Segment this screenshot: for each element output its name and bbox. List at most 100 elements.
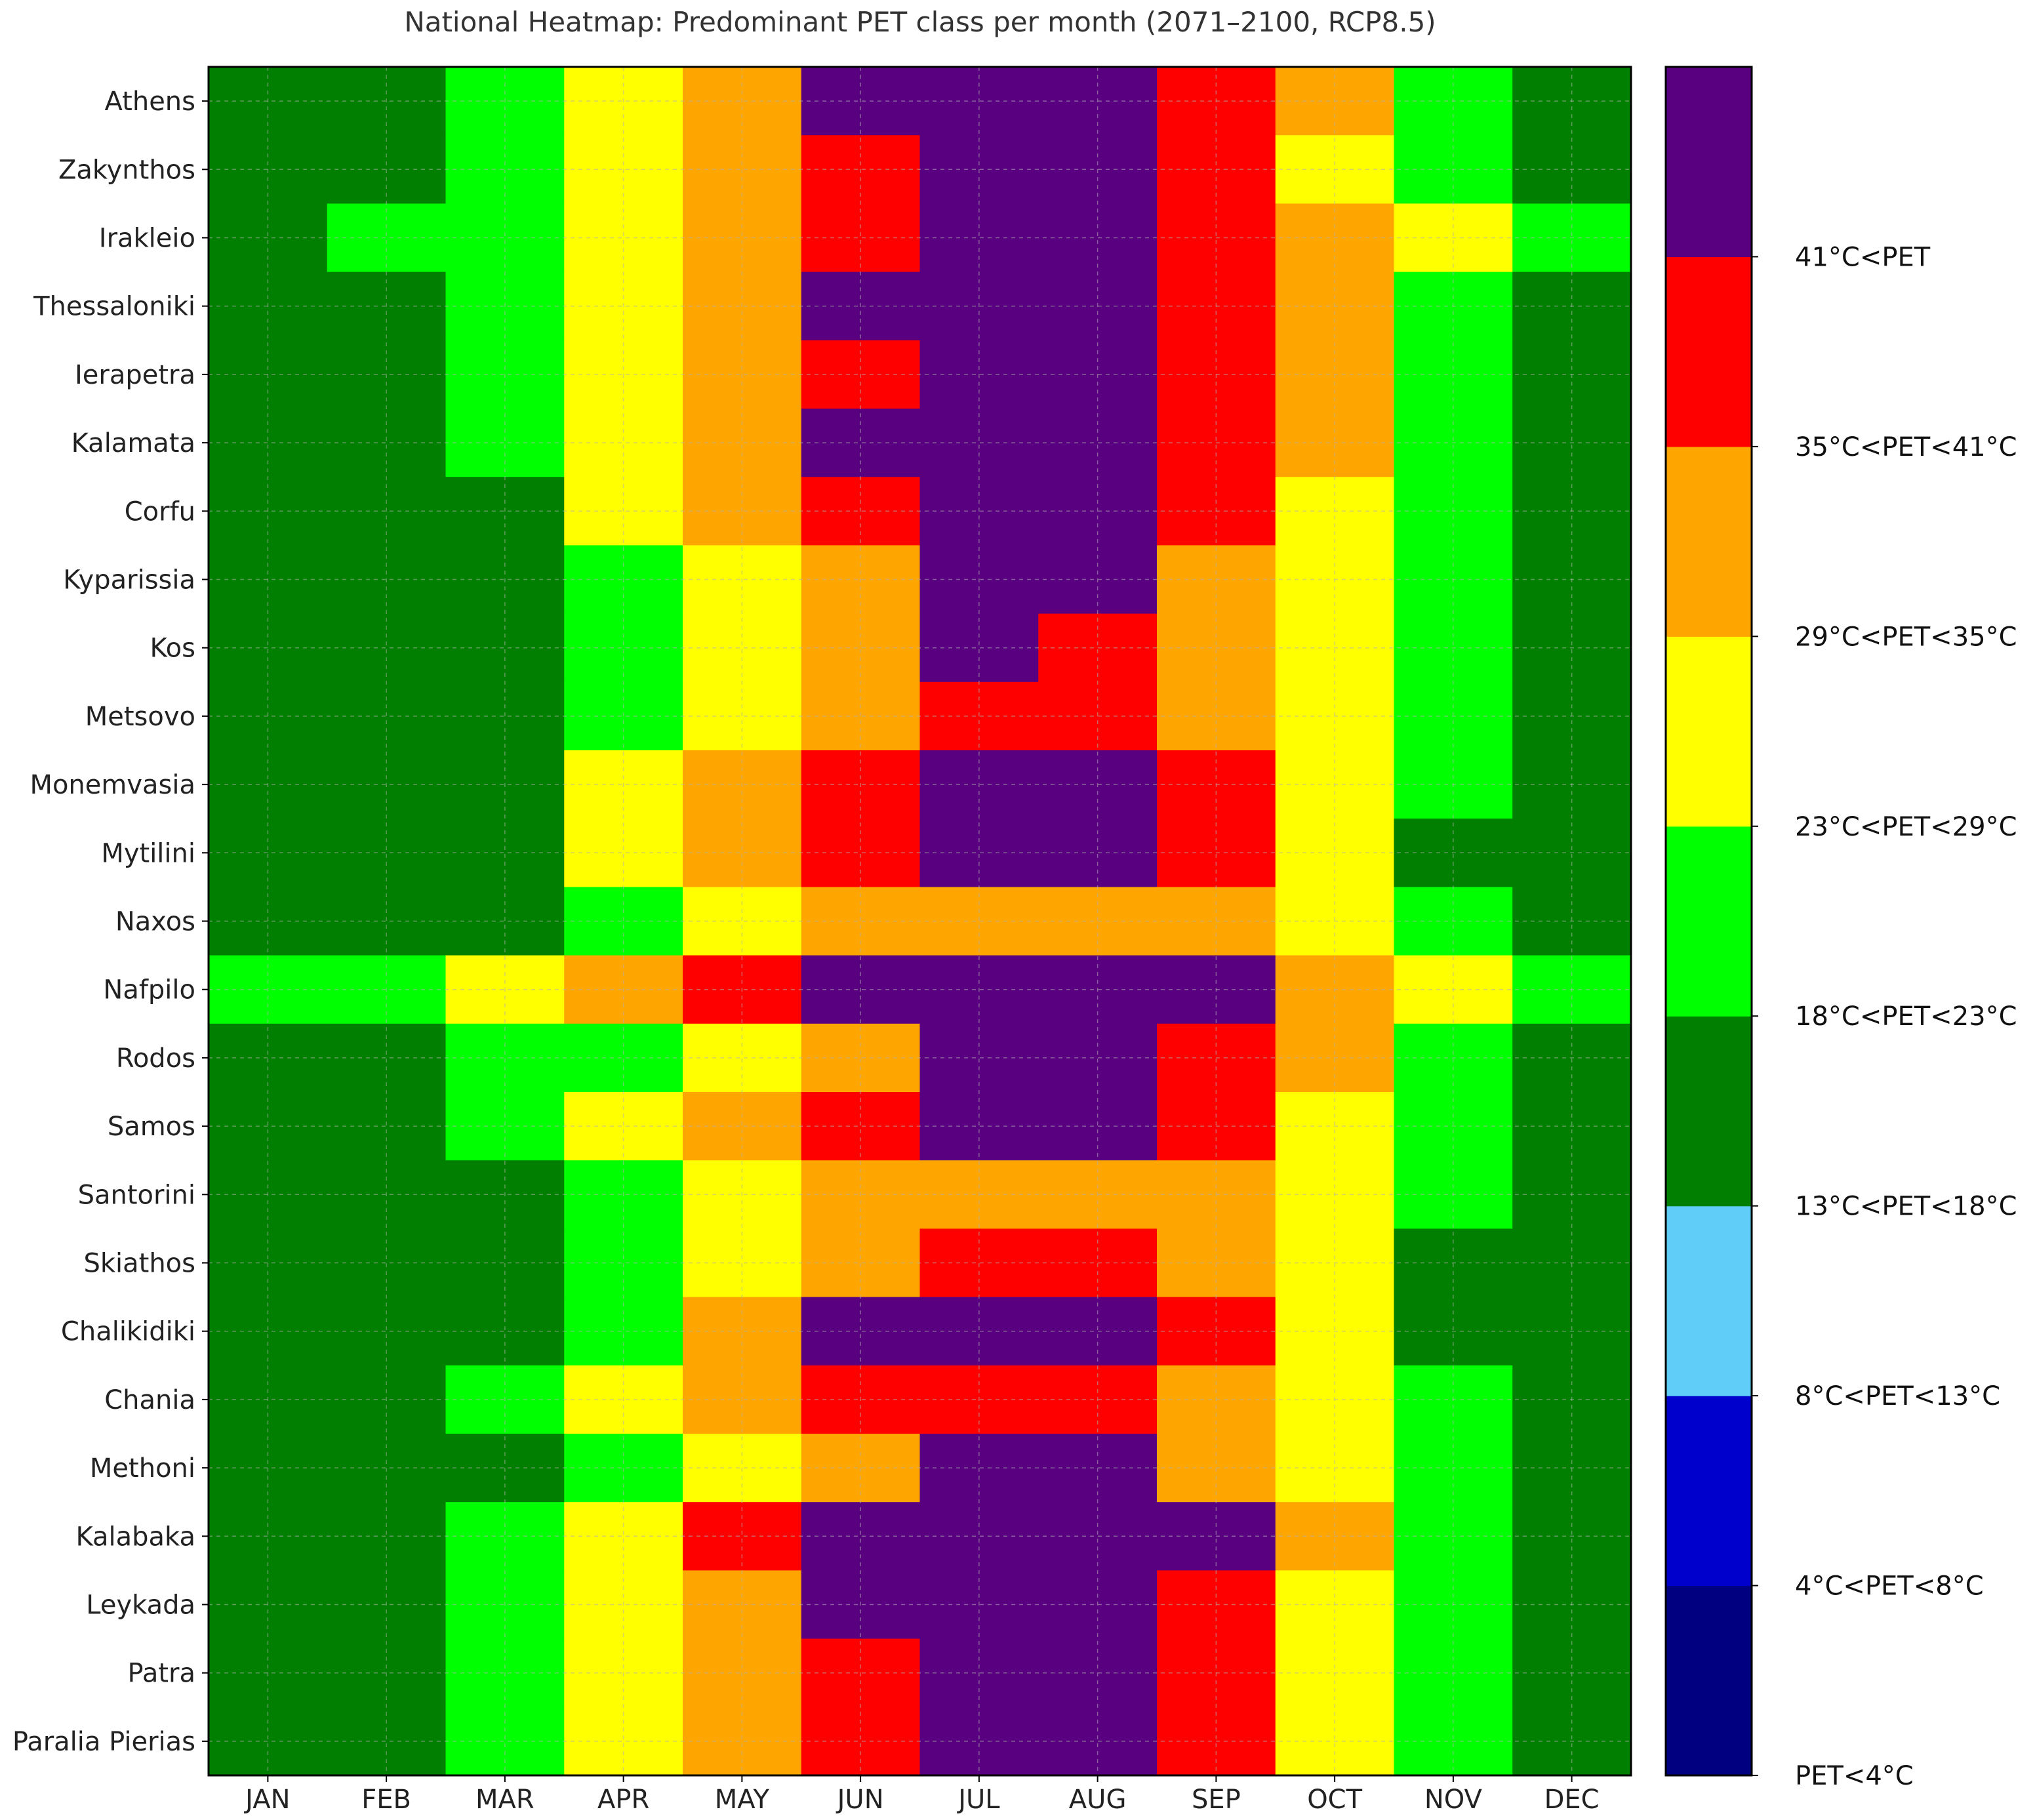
y-tick-label: Nafpilo	[103, 975, 195, 1005]
heatmap-cell	[919, 1502, 1039, 1571]
heatmap-cell	[209, 1707, 328, 1776]
y-tick-label: Metsovo	[85, 702, 195, 732]
y-tick-label: Irakleio	[99, 224, 195, 254]
heatmap-cell	[209, 613, 328, 683]
colorbar-label: 23°C<PET<29°C	[1795, 812, 2017, 842]
heatmap-cell	[445, 819, 565, 887]
heatmap-cell	[683, 1092, 802, 1161]
heatmap-cell	[919, 409, 1039, 477]
colorbar-label: 35°C<PET<41°C	[1795, 432, 2017, 462]
y-tick-label: Patra	[128, 1659, 195, 1689]
x-tick-label: MAY	[715, 1785, 770, 1815]
heatmap-cell	[683, 409, 802, 477]
chart-title: National Heatmap: Predominant PET class …	[404, 6, 1436, 38]
heatmap-cell	[564, 1297, 683, 1366]
colorbar	[1666, 67, 1752, 1776]
heatmap-cell	[327, 1707, 447, 1776]
heatmap-cell	[683, 1297, 802, 1366]
heatmap-cell	[327, 1502, 447, 1571]
y-tick-label: Kalabaka	[75, 1522, 195, 1552]
x-tick-label: MAR	[475, 1785, 534, 1815]
heatmap-cell	[919, 1297, 1039, 1366]
colorbar-label: 18°C<PET<23°C	[1795, 1001, 2017, 1032]
heatmap-cell	[801, 1297, 921, 1366]
heatmap-cell	[445, 613, 565, 683]
y-tick-label: Santorini	[78, 1180, 195, 1210]
heatmap-cell	[801, 1092, 921, 1161]
heatmap-cell	[445, 203, 565, 273]
y-tick-label: Mytilini	[101, 838, 195, 868]
heatmap-cell	[564, 1707, 683, 1776]
colorbar-segment	[1666, 1205, 1752, 1396]
x-tick-label: OCT	[1307, 1785, 1362, 1815]
heatmap-cell	[564, 409, 683, 477]
x-tick-label: APR	[597, 1785, 649, 1815]
y-axis: Athens Zakynthos Irakleio Thessaloniki Ierap…	[12, 87, 209, 1757]
y-tick-label: Chania	[104, 1385, 195, 1415]
y-tick-label: Corfu	[125, 496, 195, 527]
heatmap-cell	[919, 203, 1039, 273]
y-tick-label: Kalamata	[71, 428, 195, 458]
heatmap-cell	[919, 613, 1039, 683]
colorbar-label: 29°C<PET<35°C	[1795, 622, 2017, 652]
x-axis: JAN FEB MAR APR MAY JUN JUL AUG SEP OCT NOV DEC	[243, 1775, 1600, 1815]
colorbar-segment	[1666, 446, 1752, 637]
x-tick-label: SEP	[1192, 1785, 1241, 1815]
heatmap-cell	[327, 409, 447, 477]
colorbar-segment	[1666, 1396, 1752, 1587]
heatmap-grid	[209, 67, 1631, 1775]
heatmap-cell	[801, 819, 921, 887]
heatmap-cell	[564, 203, 683, 273]
colorbar-label: 13°C<PET<18°C	[1795, 1192, 2017, 1222]
colorbar-label: 4°C<PET<8°C	[1795, 1571, 1984, 1602]
x-tick-label: FEB	[361, 1785, 411, 1815]
y-tick-label: Chalikidiki	[61, 1317, 195, 1347]
colorbar-label: 41°C<PET	[1795, 242, 1931, 272]
y-tick-label: Zakynthos	[58, 155, 195, 185]
y-tick-label: Skiathos	[83, 1249, 195, 1279]
heatmap-cell	[919, 819, 1039, 887]
heatmap-cell	[209, 409, 328, 477]
colorbar-label: PET<4°C	[1795, 1761, 1914, 1791]
heatmap-cell	[564, 1092, 683, 1161]
heatmap-cell	[445, 1502, 565, 1571]
heatmap-cell	[801, 1707, 921, 1776]
heatmap-cell	[445, 409, 565, 477]
y-tick-label: Monemvasia	[30, 770, 195, 800]
heatmap-cell	[445, 1297, 565, 1366]
heatmap-cell	[801, 203, 921, 273]
heatmap-cell	[683, 613, 802, 683]
heatmap-cell	[683, 1707, 802, 1776]
x-tick-label: JAN	[243, 1785, 290, 1815]
heatmap-cell	[801, 613, 921, 683]
heatmap-cell	[683, 203, 802, 273]
heatmap-cell	[801, 1502, 921, 1571]
heatmap-cell	[919, 1092, 1039, 1161]
heatmap-cell	[801, 409, 921, 477]
heatmap-cell	[445, 1092, 565, 1161]
y-tick-label: Thessaloniki	[33, 292, 195, 322]
y-tick-label: Naxos	[115, 907, 195, 937]
colorbar-frame	[1664, 66, 1753, 1777]
y-tick-label: Rodos	[116, 1043, 195, 1074]
y-tick-label: Methoni	[90, 1453, 195, 1484]
heatmap-cell	[564, 1502, 683, 1571]
heatmap-cell	[919, 1707, 1039, 1776]
y-tick-label: Athens	[105, 87, 196, 117]
x-tick-label: NOV	[1424, 1785, 1483, 1815]
heatmap-cell	[209, 819, 328, 887]
x-tick-label: JUN	[836, 1785, 884, 1815]
heatmap-cell	[564, 613, 683, 683]
y-tick-label: Leykada	[86, 1590, 195, 1621]
heatmap-cell	[209, 1502, 328, 1571]
x-tick-label: JUL	[956, 1785, 1000, 1815]
y-tick-label: Paralia Pierias	[12, 1727, 195, 1757]
heatmap-cell	[445, 1707, 565, 1776]
heatmap-cell	[209, 1092, 328, 1161]
heatmap-cell	[683, 819, 802, 887]
x-tick-label: DEC	[1544, 1785, 1600, 1815]
colorbar-segment	[1666, 826, 1752, 1017]
y-tick-label: Samos	[108, 1112, 195, 1142]
colorbar-segment	[1666, 67, 1752, 258]
